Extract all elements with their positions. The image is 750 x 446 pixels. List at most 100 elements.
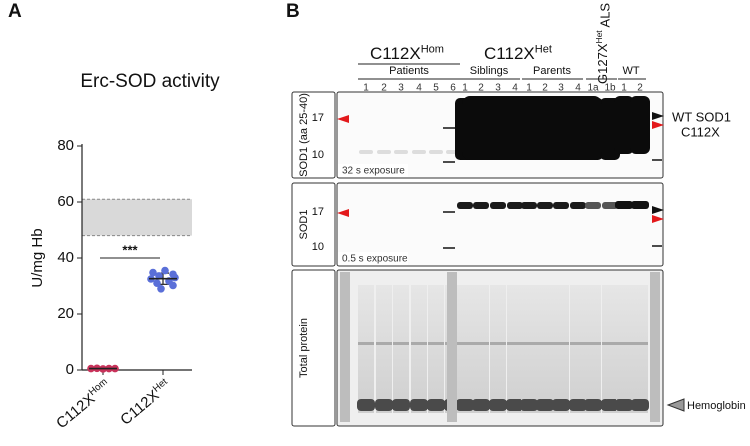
- lane-label: 1: [621, 83, 627, 94]
- band: [507, 342, 523, 345]
- y-tick-label: 20: [57, 305, 74, 322]
- band: [569, 399, 587, 411]
- exposure-label: 0.5 s exposure: [342, 254, 408, 265]
- lane-label: 6: [450, 83, 456, 94]
- data-point: [153, 279, 161, 288]
- band: [570, 202, 586, 209]
- arrowhead-red: [337, 115, 349, 123]
- right-label: C112X: [681, 124, 720, 139]
- marker-label: 10: [312, 149, 324, 161]
- label: C112XHom: [370, 43, 444, 63]
- smear: [358, 285, 374, 413]
- row-label: SOD1 (aa 25-40): [298, 93, 310, 177]
- lane-label: 2: [381, 83, 387, 94]
- lane-label: 1b: [604, 83, 616, 94]
- label: C112XHet: [484, 43, 552, 63]
- arrowhead-grey: [666, 398, 685, 412]
- lane-label: 1a: [587, 83, 599, 94]
- y-tick-label: 60: [57, 193, 74, 210]
- band: [552, 399, 570, 411]
- band: [393, 342, 409, 345]
- y-tick-label: 80: [57, 137, 74, 154]
- label-text: G127X: [595, 43, 610, 84]
- smear: [521, 285, 537, 413]
- band: [473, 202, 489, 209]
- lane-label: 2: [478, 83, 484, 94]
- panel-label: B: [286, 1, 300, 22]
- band: [392, 399, 410, 411]
- data-point: [169, 281, 177, 290]
- exposure-box: [338, 164, 408, 177]
- band: [601, 399, 619, 411]
- band: [376, 342, 392, 345]
- reference-band: [82, 199, 192, 236]
- band: [570, 342, 586, 345]
- band: [410, 399, 428, 411]
- smear: [632, 285, 648, 413]
- band: [357, 399, 375, 411]
- label-text: ALS: [598, 3, 613, 31]
- band: [584, 399, 602, 411]
- smear: [616, 285, 632, 413]
- label-superscript: Het: [594, 30, 604, 44]
- smear: [457, 285, 473, 413]
- y-axis-label: U/mg Hb: [29, 228, 46, 287]
- band: [490, 202, 506, 209]
- smear: [490, 285, 506, 413]
- band: [472, 399, 490, 411]
- band: [490, 342, 506, 345]
- band: [630, 96, 650, 154]
- data-point: [149, 268, 157, 277]
- arrowhead-red: [337, 209, 349, 217]
- lane-label: 2: [637, 83, 643, 94]
- label-superscript: Het: [535, 43, 552, 55]
- lane-label: 1: [526, 83, 532, 94]
- row-label-box: [291, 269, 336, 427]
- marker-label: 17: [312, 112, 324, 124]
- data-point: [157, 285, 165, 293]
- data-point: [155, 272, 163, 280]
- smear: [507, 285, 523, 413]
- band: [375, 399, 393, 411]
- marker-label: 17: [312, 206, 324, 218]
- band: [428, 342, 444, 345]
- label: C112XHom: [52, 376, 114, 432]
- lane-label: 4: [416, 83, 422, 94]
- band: [429, 150, 443, 154]
- smear: [537, 285, 553, 413]
- band: [359, 150, 373, 154]
- subgroup-label: Patients: [389, 65, 429, 77]
- band: [615, 201, 633, 209]
- significance-label: ***: [122, 242, 138, 257]
- band: [602, 342, 618, 345]
- right-label: WT SOD1: [672, 109, 731, 124]
- y-tick-label: 0: [66, 361, 74, 378]
- band: [520, 399, 538, 411]
- smear: [411, 285, 427, 413]
- subgroup-label: WT: [622, 65, 639, 77]
- label-superscript: Hom: [87, 376, 110, 398]
- smear: [553, 285, 569, 413]
- smear: [428, 285, 444, 413]
- row-label: SOD1: [298, 210, 310, 240]
- band: [506, 399, 524, 411]
- y-tick-label: 40: [57, 249, 74, 266]
- lane-label: 3: [398, 83, 404, 94]
- subgroup-label: Parents: [533, 65, 571, 77]
- band: [537, 342, 553, 345]
- band: [507, 202, 523, 209]
- lane-label: 3: [495, 83, 501, 94]
- panel-label: A: [8, 1, 22, 22]
- band: [602, 202, 618, 209]
- lane-label: 1: [363, 83, 369, 94]
- band: [457, 202, 473, 209]
- smear: [570, 285, 586, 413]
- label-text: C112X: [370, 44, 421, 63]
- exposure-box: [338, 252, 408, 265]
- label-superscript: Hom: [421, 43, 444, 55]
- band: [489, 399, 507, 411]
- band: [427, 399, 445, 411]
- band: [536, 399, 554, 411]
- smear: [376, 285, 392, 413]
